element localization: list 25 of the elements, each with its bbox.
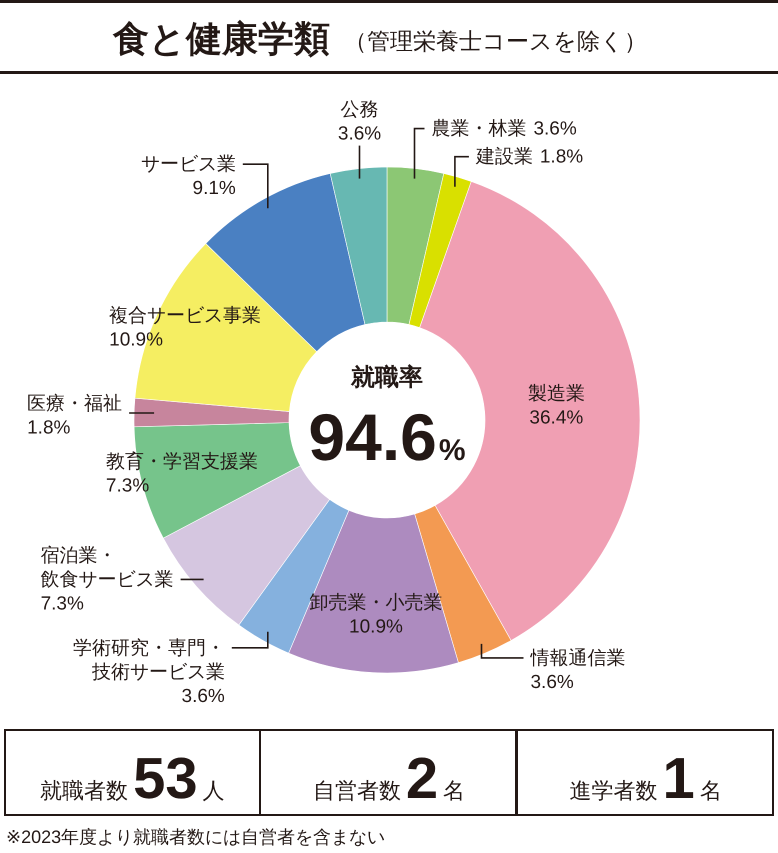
data-label: 3.6% (533, 118, 577, 140)
data-label: 3.6% (530, 672, 574, 693)
slice-label: 公務 (340, 100, 379, 121)
data-label: 3.6% (182, 686, 225, 707)
data-label: 10.9% (349, 616, 404, 638)
slice-label: サービス業 (140, 154, 236, 176)
slice-label: 卸売業・小売業 (309, 592, 442, 614)
slice-label: 医療・福祉 (27, 392, 122, 414)
chart-subtitle: （管理栄養士コースを除く） (344, 28, 647, 54)
text: 就職率 (350, 364, 423, 391)
slice-label: 製造業 (528, 383, 585, 404)
slice-label: 情報通信業 (529, 648, 626, 669)
text: 94.6% (308, 400, 466, 474)
data-label: 3.6% (338, 124, 382, 145)
slice-label: 学術研究・専門・技術サービス業 (72, 636, 225, 683)
slice-label: 建設業 (474, 146, 533, 168)
slice-label: 農業・林業 (431, 118, 526, 140)
slice-label: 宿泊業・飲食サービス業 (40, 544, 174, 590)
data-label: 36.4% (529, 407, 584, 428)
data-label: 1.8% (27, 417, 71, 438)
data-label: 7.3% (40, 593, 84, 614)
data-label: 1.8% (540, 146, 584, 168)
text: ※2023年度より就職者数には自営者を含まない (6, 827, 386, 847)
data-label: 9.1% (192, 178, 236, 200)
chart-title: 食と健康学類 (112, 18, 330, 59)
